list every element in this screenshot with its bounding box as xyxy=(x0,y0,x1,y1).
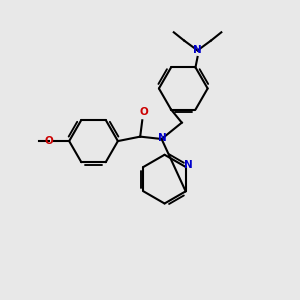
Text: N: N xyxy=(158,133,167,142)
Text: N: N xyxy=(193,45,202,55)
Text: N: N xyxy=(184,160,192,170)
Text: O: O xyxy=(139,107,148,117)
Text: O: O xyxy=(45,136,54,146)
